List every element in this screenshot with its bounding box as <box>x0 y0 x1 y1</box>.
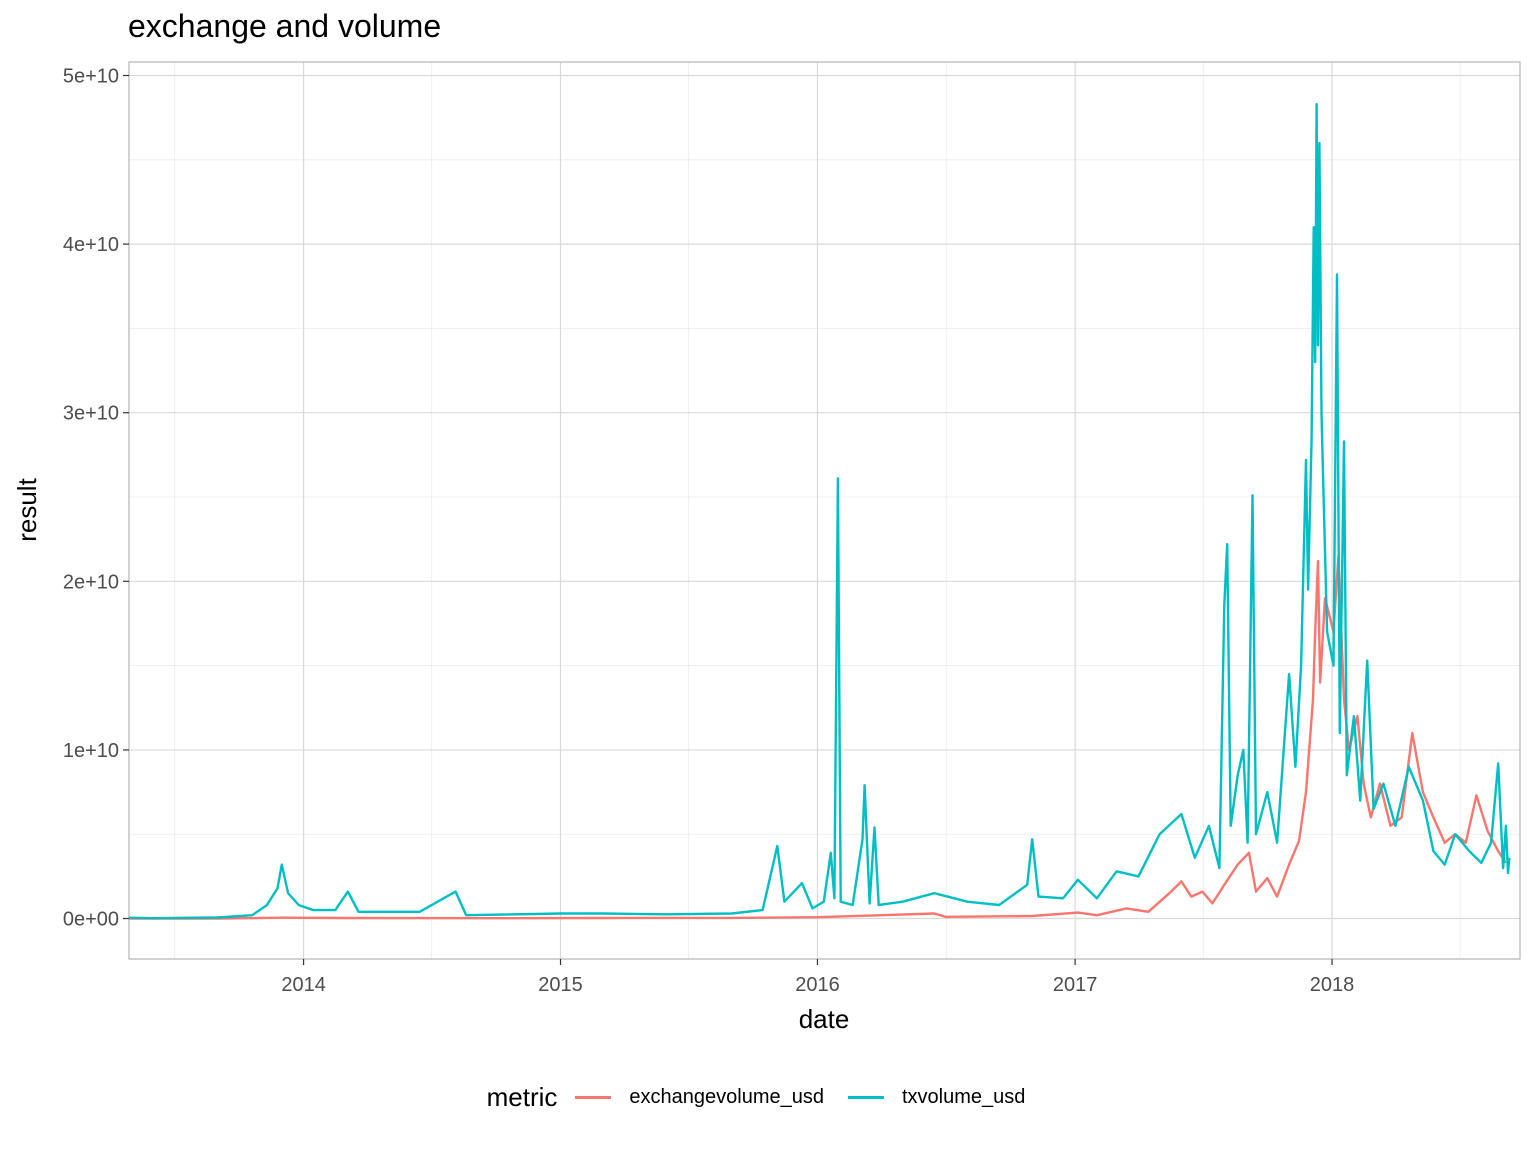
y-tick-label: 1e+10 <box>63 740 119 762</box>
series-layer <box>128 103 1511 920</box>
legend-title: metric <box>486 1082 558 1112</box>
y-tick-label: 5e+10 <box>63 65 119 87</box>
x-tick-label: 2016 <box>795 974 840 996</box>
series-line-txvolume_usd <box>128 103 1511 920</box>
chart-title: exchange and volume <box>128 8 442 44</box>
y-tick-label: 4e+10 <box>63 234 119 256</box>
x-tick-label: 2015 <box>538 974 583 996</box>
x-tick-label: 2014 <box>281 974 326 996</box>
series-line-exchangevolume_usd <box>129 554 1507 920</box>
panel-border <box>128 61 1521 960</box>
legend-label-txvolume: txvolume_usd <box>901 1086 1026 1108</box>
legend-item-txvolume: txvolume_usd <box>847 1086 1026 1109</box>
axis-layer: 0e+00 1e+10 2e+10 3e+10 4e+10 5e+10 2014 2015 20… <box>63 65 1354 996</box>
legend: metric exchangevolume_usd txvolume_usd <box>0 1082 1536 1113</box>
x-tick-label: 2018 <box>1310 974 1355 996</box>
x-tick-label: 2017 <box>1053 974 1098 996</box>
y-axis-title: result <box>12 477 42 541</box>
x-axis-title: date <box>799 1004 850 1034</box>
y-tick-label: 3e+10 <box>63 403 119 425</box>
legend-key-txvolume <box>847 1096 884 1099</box>
legend-key-exchangevolume <box>575 1096 612 1099</box>
grid-layer <box>129 62 1520 959</box>
y-tick-label: 0e+00 <box>63 909 119 931</box>
legend-label-exchangevolume: exchangevolume_usd <box>629 1086 824 1108</box>
legend-item-exchangevolume: exchangevolume_usd <box>575 1086 824 1109</box>
y-tick-label: 2e+10 <box>63 571 119 593</box>
